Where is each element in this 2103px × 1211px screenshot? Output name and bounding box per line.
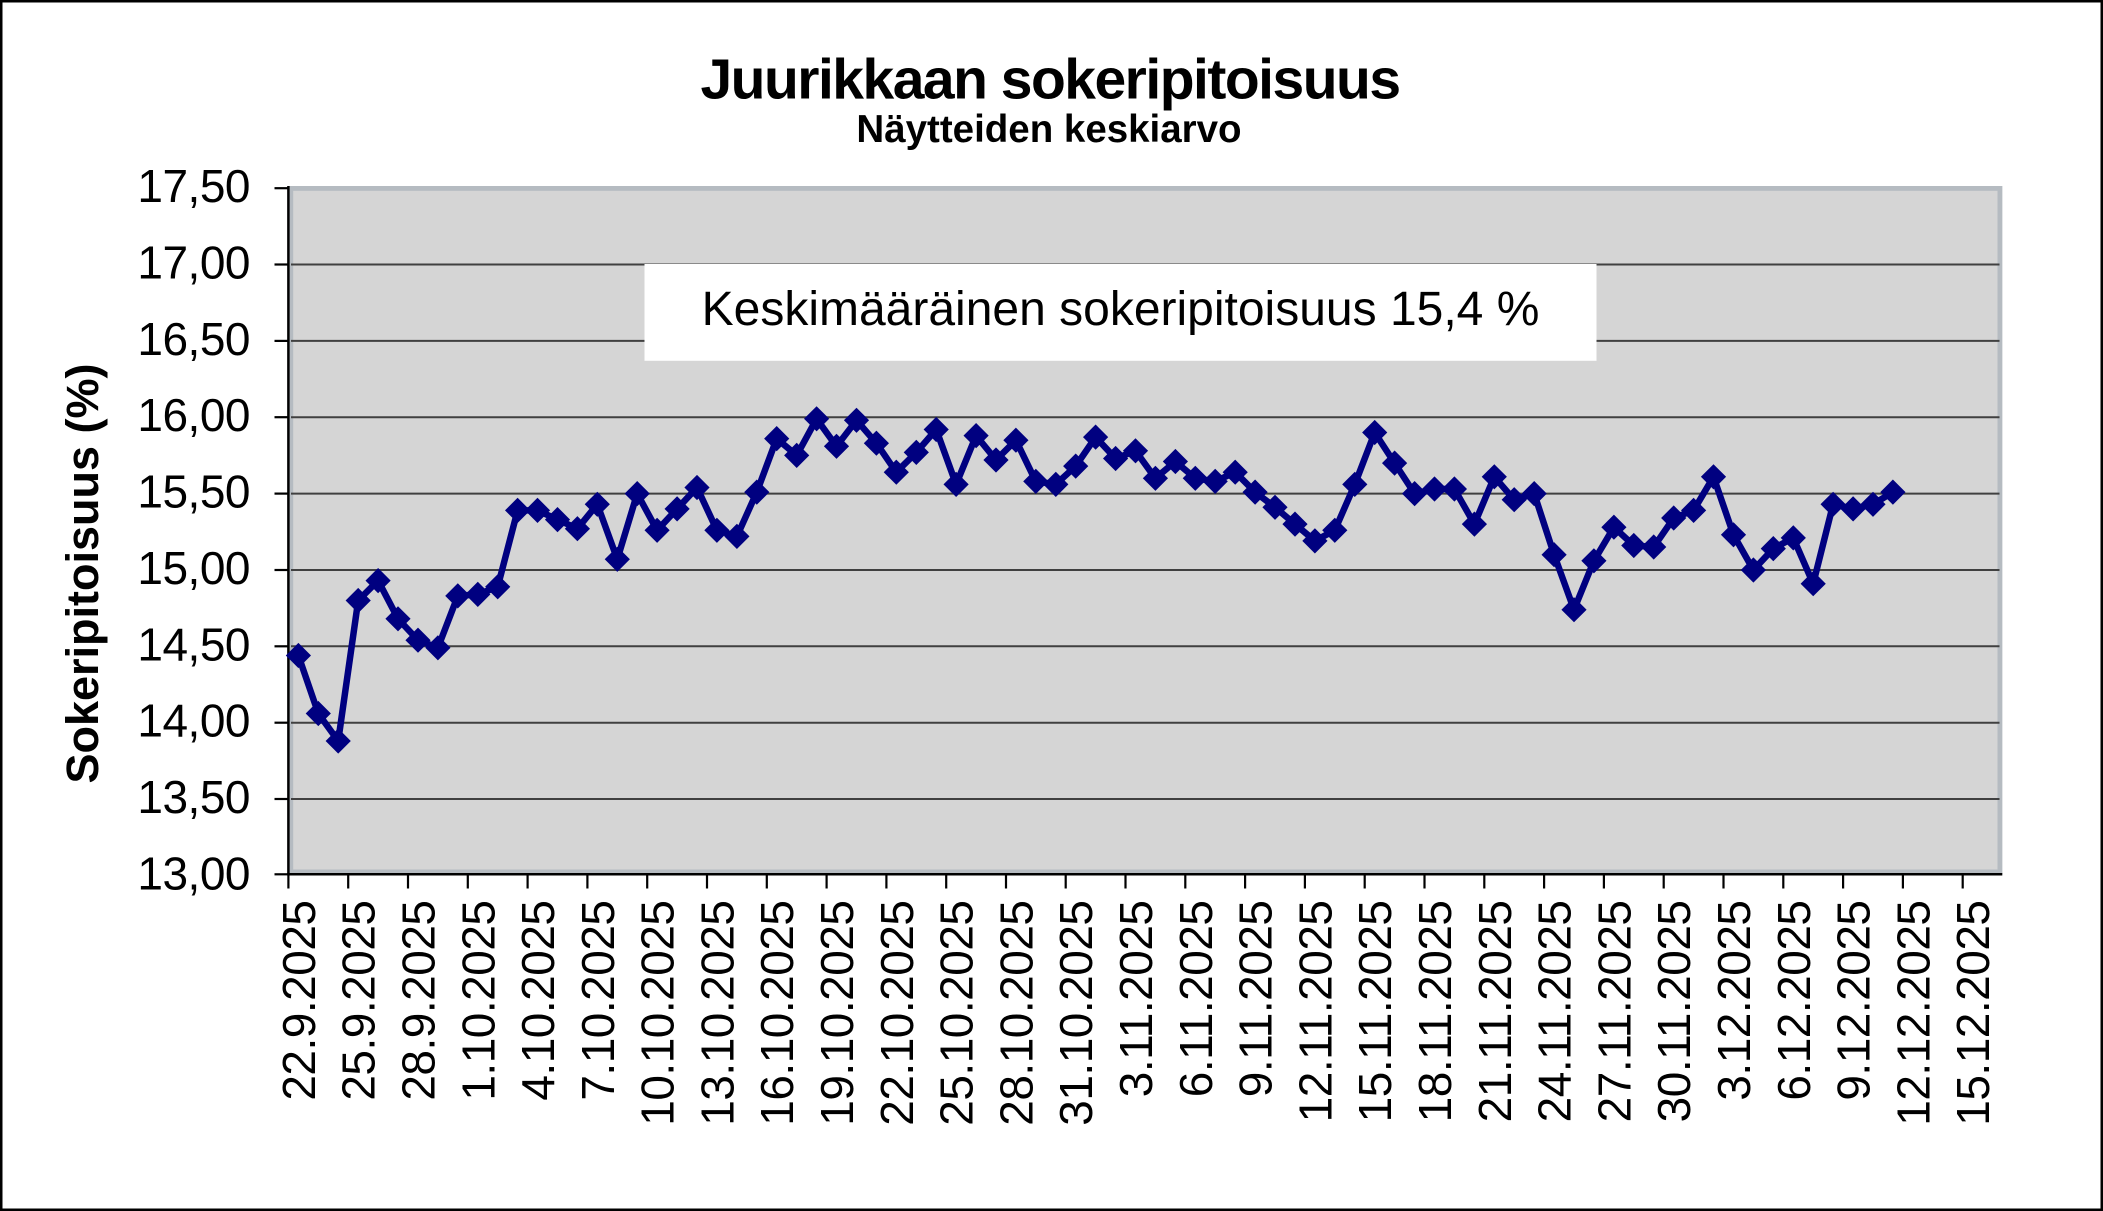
svg-text:28.10.2025: 28.10.2025 — [990, 901, 1042, 1126]
svg-text:31.10.2025: 31.10.2025 — [1050, 901, 1102, 1126]
svg-text:12.12.2025: 12.12.2025 — [1887, 901, 1939, 1126]
svg-text:14,50: 14,50 — [137, 618, 250, 670]
svg-text:15.11.2025: 15.11.2025 — [1349, 901, 1401, 1123]
svg-text:6.11.2025: 6.11.2025 — [1170, 901, 1222, 1098]
svg-text:16,50: 16,50 — [137, 313, 250, 365]
svg-text:10.10.2025: 10.10.2025 — [632, 901, 684, 1126]
svg-text:17,50: 17,50 — [137, 160, 250, 212]
svg-text:28.9.2025: 28.9.2025 — [393, 901, 445, 1101]
svg-text:25.10.2025: 25.10.2025 — [931, 901, 983, 1126]
svg-text:22.9.2025: 22.9.2025 — [273, 901, 325, 1101]
svg-text:7.10.2025: 7.10.2025 — [572, 901, 624, 1101]
svg-text:16.10.2025: 16.10.2025 — [751, 901, 803, 1126]
svg-text:30.11.2025: 30.11.2025 — [1648, 901, 1700, 1123]
svg-text:25.9.2025: 25.9.2025 — [333, 901, 385, 1101]
svg-text:17,00: 17,00 — [137, 237, 250, 289]
svg-text:22.10.2025: 22.10.2025 — [871, 901, 923, 1126]
svg-text:19.10.2025: 19.10.2025 — [811, 901, 863, 1126]
svg-text:Sokeripitoisuus (%): Sokeripitoisuus (%) — [57, 363, 108, 783]
svg-text:15.12.2025: 15.12.2025 — [1947, 901, 1999, 1126]
svg-text:18.11.2025: 18.11.2025 — [1409, 901, 1461, 1123]
svg-text:9.11.2025: 9.11.2025 — [1230, 901, 1282, 1098]
svg-text:4.10.2025: 4.10.2025 — [512, 901, 564, 1101]
svg-text:Keskimääräinen sokeripitoisuus: Keskimääräinen sokeripitoisuus 15,4 % — [702, 283, 1540, 336]
svg-text:13,50: 13,50 — [137, 771, 250, 823]
svg-text:13.10.2025: 13.10.2025 — [691, 901, 743, 1126]
svg-text:9.12.2025: 9.12.2025 — [1828, 901, 1880, 1101]
svg-text:Näytteiden keskiarvo: Näytteiden keskiarvo — [856, 108, 1241, 151]
svg-text:6.12.2025: 6.12.2025 — [1768, 901, 1820, 1101]
svg-text:Juurikkaan sokeripitoisuus: Juurikkaan sokeripitoisuus — [700, 48, 1399, 112]
svg-text:12.11.2025: 12.11.2025 — [1289, 901, 1341, 1123]
svg-text:1.10.2025: 1.10.2025 — [452, 901, 504, 1101]
svg-text:14,00: 14,00 — [137, 695, 250, 747]
svg-text:16,00: 16,00 — [137, 389, 250, 441]
svg-text:15,50: 15,50 — [137, 466, 250, 518]
svg-text:24.11.2025: 24.11.2025 — [1529, 901, 1581, 1123]
svg-text:13,00: 13,00 — [137, 847, 250, 899]
svg-text:21.11.2025: 21.11.2025 — [1469, 901, 1521, 1123]
svg-text:3.12.2025: 3.12.2025 — [1708, 901, 1760, 1101]
svg-text:3.11.2025: 3.11.2025 — [1110, 901, 1162, 1098]
svg-text:27.11.2025: 27.11.2025 — [1588, 901, 1640, 1123]
svg-text:15,00: 15,00 — [137, 542, 250, 594]
